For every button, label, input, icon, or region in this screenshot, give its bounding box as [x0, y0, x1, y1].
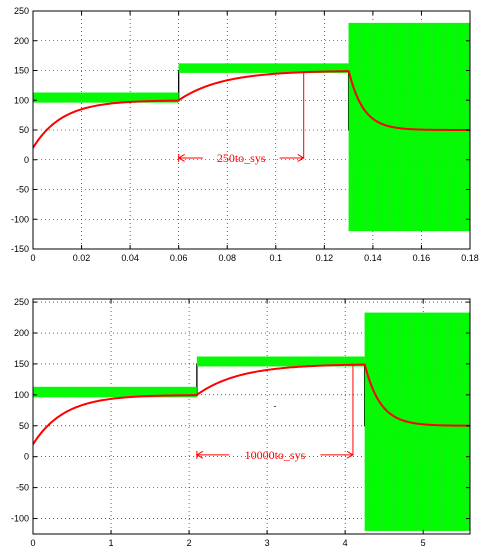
- green-band-segment: [196, 356, 365, 367]
- green-oscillation: [348, 22, 470, 232]
- annotation-label: 250to_sys: [217, 151, 266, 165]
- green-oscillation: [178, 63, 349, 73]
- chart-bottom: 10000to_sys - 0 1 2 3 4 5 -100 -50 0 50 100 150 200 250: [11, 297, 471, 548]
- y-tick-label: 150: [14, 359, 29, 369]
- y-tick-label: 100: [14, 95, 29, 105]
- x-tick-label: 1: [109, 538, 114, 548]
- x-tick-label: 0.08: [218, 253, 236, 263]
- x-tick-label: 5: [421, 538, 426, 548]
- green-oscillation: [196, 356, 364, 367]
- x-tick-label: 4: [343, 538, 348, 548]
- y-tick-label: 200: [14, 36, 29, 46]
- green-band-segment: [33, 386, 197, 398]
- x-tick-label: 0: [30, 253, 35, 263]
- arrowhead-left: [177, 154, 185, 162]
- y-tick-label: -100: [11, 214, 29, 224]
- x-tick-label: 3: [265, 538, 270, 548]
- y-tick-label: -150: [11, 244, 29, 254]
- chart-top: 250to_sys 0 0.02 0.04 0.06 0.08 0.1 0.12 0.14 0.1…: [11, 6, 479, 263]
- y-tick-label: 250: [14, 6, 29, 16]
- data-layer: [33, 22, 470, 232]
- y-tick-label: -50: [16, 185, 29, 195]
- x-tick-label: 0.02: [73, 253, 91, 263]
- green-oscillation: [364, 312, 470, 531]
- x-tick-label: 0.1: [270, 253, 283, 263]
- y-tick-label: 150: [14, 66, 29, 76]
- arrowhead-right: [346, 450, 354, 459]
- y-tick-label: 50: [19, 125, 29, 135]
- annotation-mark: -: [273, 401, 276, 411]
- axes-frame: [32, 298, 471, 535]
- x-tick-label: 0.16: [413, 253, 431, 263]
- x-tick-label: 0.06: [170, 253, 188, 263]
- y-tick-label: -100: [11, 514, 29, 524]
- y-tick-label: 200: [14, 328, 29, 338]
- y-tick-label: 100: [14, 390, 29, 400]
- y-tick-label: 0: [24, 155, 29, 165]
- x-tick-label: 0.04: [121, 253, 139, 263]
- response-curve: [33, 70, 470, 149]
- annotation-label: 10000to_sys: [245, 448, 306, 462]
- arrowhead-right: [297, 154, 305, 162]
- response-curve: [33, 363, 470, 445]
- green-band-segment: [33, 92, 179, 103]
- x-tick-label: 0.14: [364, 253, 382, 263]
- arrowhead-left: [195, 450, 204, 459]
- x-tick-label: 0.18: [461, 253, 479, 263]
- y-tick-label: 250: [14, 297, 29, 307]
- y-tick-label: -50: [16, 483, 29, 493]
- green-band-segment: [178, 63, 349, 73]
- y-tick-label: 0: [24, 452, 29, 462]
- y-tick-label: 50: [19, 421, 29, 431]
- green-oscillation: [33, 386, 197, 398]
- x-tick-label: 0: [30, 538, 35, 548]
- data-layer: [33, 312, 470, 531]
- x-tick-label: 2: [187, 538, 192, 548]
- x-tick-label: 0.12: [316, 253, 334, 263]
